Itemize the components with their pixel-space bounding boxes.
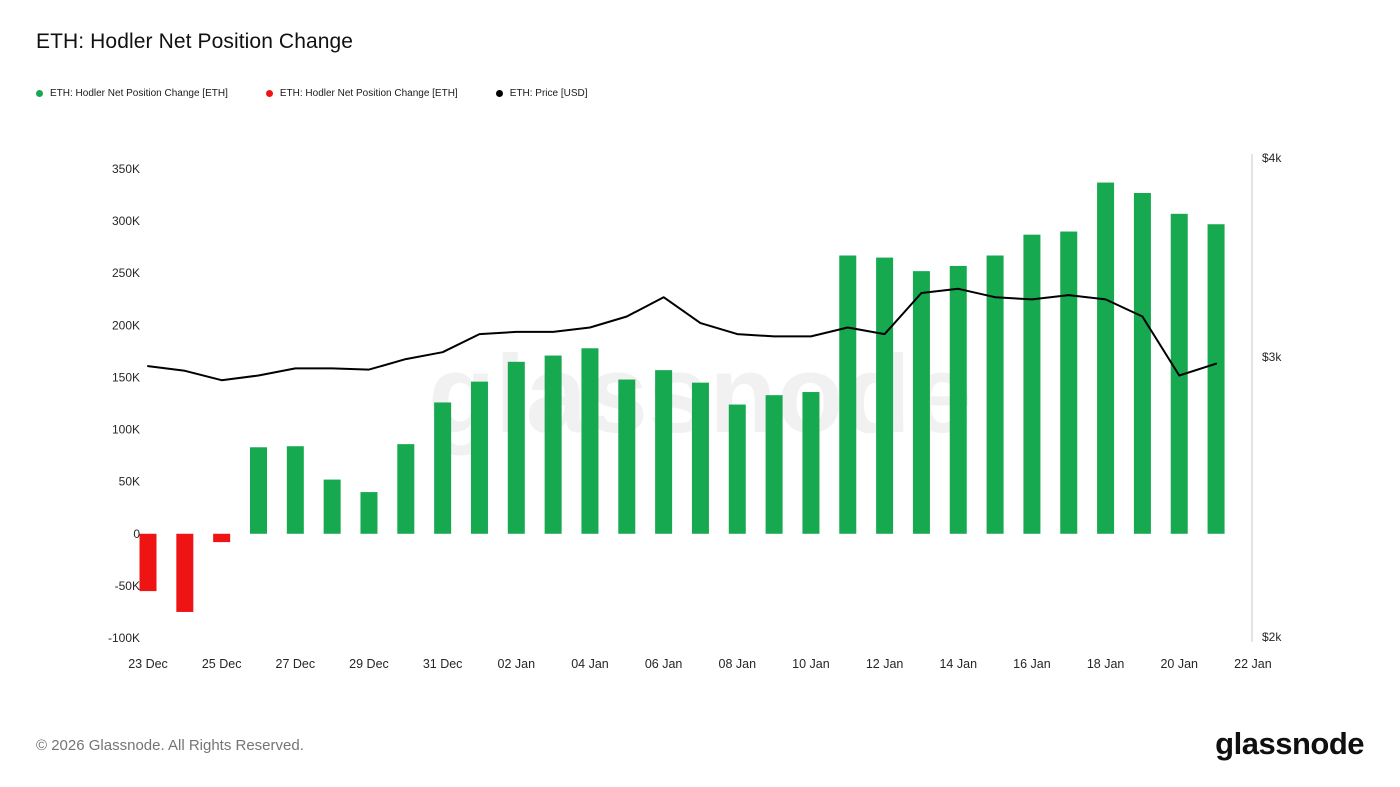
- bar-12-jan[interactable]: [876, 257, 894, 534]
- left-axis-tick: -50K: [115, 579, 140, 593]
- page-title: ETH: Hodler Net Position Change: [36, 30, 354, 53]
- left-axis-tick: 200K: [112, 318, 140, 332]
- legend-dot: [495, 90, 503, 97]
- x-axis-tick: 06 Jan: [645, 657, 683, 671]
- left-axis-tick: 350K: [112, 162, 140, 176]
- x-axis-tick: 16 Jan: [1013, 657, 1051, 671]
- bar-15-jan[interactable]: [986, 255, 1004, 534]
- right-axis-tick: $4k: [1262, 151, 1282, 165]
- x-axis-tick: 10 Jan: [792, 657, 830, 671]
- bar-03-jan[interactable]: [544, 355, 562, 534]
- bar-28-dec[interactable]: [323, 479, 341, 534]
- bar-23-dec[interactable]: [139, 533, 157, 592]
- bar-21-jan[interactable]: [1207, 224, 1225, 534]
- legend-label: ETH: Price [USD]: [509, 88, 588, 99]
- bar-07-jan[interactable]: [691, 382, 709, 534]
- legend-label: ETH: Hodler Net Position Change [ETH]: [279, 88, 458, 99]
- bar-16-jan[interactable]: [1023, 234, 1041, 534]
- x-axis-tick: 18 Jan: [1087, 657, 1125, 671]
- left-axis-tick: -100K: [108, 631, 140, 645]
- x-axis-tick: 20 Jan: [1160, 657, 1198, 671]
- bar-26-dec[interactable]: [249, 447, 267, 534]
- bar-29-dec[interactable]: [360, 492, 378, 534]
- legend-label: ETH: Hodler Net Position Change [ETH]: [50, 88, 228, 99]
- bar-11-jan[interactable]: [839, 255, 857, 534]
- legend-dot: [265, 90, 273, 97]
- left-axis-tick: 150K: [112, 370, 140, 384]
- left-axis-tick: 50K: [119, 475, 140, 489]
- bar-09-jan[interactable]: [765, 395, 783, 534]
- legend-dot: [36, 90, 43, 97]
- bar-10-jan[interactable]: [802, 392, 820, 534]
- right-axis-tick: $2k: [1262, 630, 1282, 644]
- bar-14-jan[interactable]: [949, 265, 967, 534]
- x-axis-tick: 12 Jan: [866, 657, 904, 671]
- bar-31-dec[interactable]: [434, 402, 452, 534]
- legend-item-2[interactable]: ETH: Price [USD]: [495, 88, 588, 99]
- left-axis-tick: 0: [133, 527, 140, 541]
- left-axis-tick: 300K: [112, 214, 140, 228]
- bar-17-jan[interactable]: [1060, 231, 1078, 534]
- x-axis-tick: 04 Jan: [571, 657, 609, 671]
- bar-04-jan[interactable]: [581, 348, 599, 534]
- x-axis-tick: 14 Jan: [939, 657, 977, 671]
- bar-05-jan[interactable]: [618, 379, 636, 534]
- bar-02-jan[interactable]: [507, 361, 525, 534]
- left-axis-tick: 100K: [112, 423, 140, 437]
- bar-13-jan[interactable]: [912, 271, 930, 534]
- x-axis-tick: 31 Dec: [423, 657, 463, 671]
- x-axis-tick: 25 Dec: [202, 657, 242, 671]
- legend-item-1[interactable]: ETH: Hodler Net Position Change [ETH]: [265, 88, 458, 99]
- legend: ETH: Hodler Net Position Change [ETH] ETH…: [36, 88, 588, 99]
- left-axis-tick: 250K: [112, 266, 140, 280]
- x-axis-tick: 27 Dec: [276, 657, 316, 671]
- hodler-net-position-chart[interactable]: glassnode350K300K250K200K150K100K50K0-50…: [0, 140, 1400, 685]
- right-axis-tick: $3k: [1262, 350, 1282, 364]
- bar-19-jan[interactable]: [1133, 192, 1151, 534]
- legend-item-0[interactable]: ETH: Hodler Net Position Change [ETH]: [36, 88, 228, 99]
- bar-18-jan[interactable]: [1097, 182, 1115, 534]
- bar-27-dec[interactable]: [286, 446, 304, 534]
- x-axis-tick: 23 Dec: [128, 657, 168, 671]
- x-axis-tick: 02 Jan: [498, 657, 536, 671]
- price-line[interactable]: [147, 287, 1218, 382]
- chart-canvas[interactable]: glassnode350K300K250K200K150K100K50K0-50…: [0, 140, 1400, 685]
- bar-24-dec[interactable]: [176, 533, 194, 612]
- glassnode-logo: glassnode: [1215, 726, 1364, 761]
- copyright-text: © 2026 Glassnode. All Rights Reserved.: [36, 737, 304, 754]
- x-axis-tick: 08 Jan: [719, 657, 757, 671]
- x-axis-tick: 22 Jan: [1234, 657, 1272, 671]
- bar-30-dec[interactable]: [397, 444, 415, 534]
- bar-25-dec[interactable]: [213, 533, 231, 543]
- bar-01-jan[interactable]: [470, 381, 488, 534]
- bar-06-jan[interactable]: [655, 370, 673, 534]
- bar-08-jan[interactable]: [728, 404, 746, 534]
- x-axis-tick: 29 Dec: [349, 657, 389, 671]
